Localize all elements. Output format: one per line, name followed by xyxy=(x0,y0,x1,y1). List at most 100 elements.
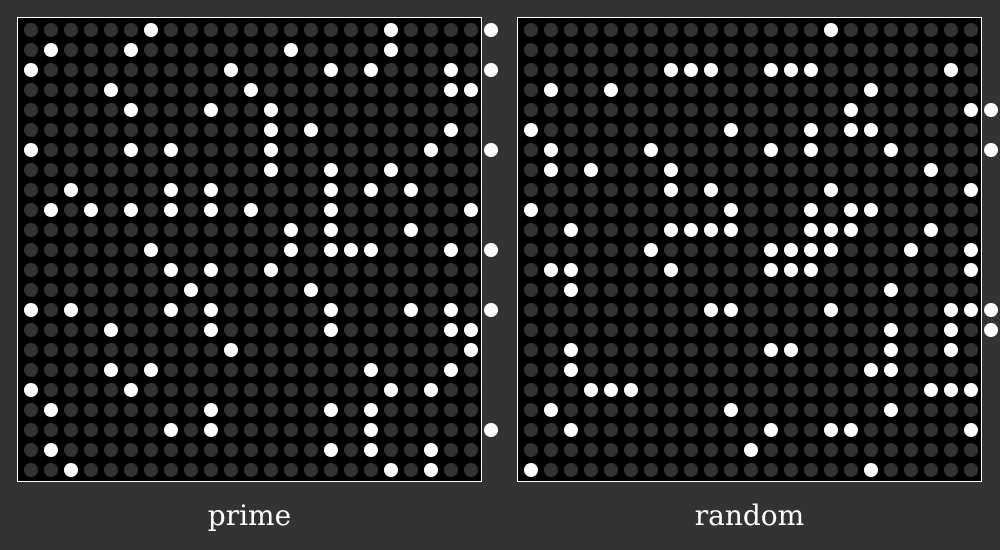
dot-on xyxy=(24,303,38,317)
dot-on xyxy=(364,183,378,197)
dot-off xyxy=(604,323,618,337)
dot-off xyxy=(944,223,958,237)
dot-off xyxy=(704,323,718,337)
dot-on xyxy=(24,143,38,157)
dot-off xyxy=(184,163,198,177)
dot-on xyxy=(684,63,698,77)
dot-off xyxy=(904,123,918,137)
dot-off xyxy=(144,183,158,197)
dot-off xyxy=(24,323,38,337)
dot-off xyxy=(864,43,878,57)
dot-off xyxy=(364,23,378,37)
dot-off xyxy=(604,423,618,437)
dot-off xyxy=(324,383,338,397)
dot-on xyxy=(524,123,538,137)
dot-off xyxy=(204,63,218,77)
dot-off xyxy=(604,143,618,157)
dot-off xyxy=(944,363,958,377)
dot-off xyxy=(424,223,438,237)
dot-off xyxy=(24,403,38,417)
dot-off xyxy=(424,283,438,297)
dot-on xyxy=(804,203,818,217)
dot-off xyxy=(924,283,938,297)
dot-on xyxy=(864,463,878,477)
dot-off xyxy=(904,183,918,197)
dot-off xyxy=(44,123,58,137)
dot-off xyxy=(424,123,438,137)
dot-off xyxy=(344,143,358,157)
dot-off xyxy=(464,163,478,177)
dot-on xyxy=(964,243,978,257)
dot-off xyxy=(764,163,778,177)
dot-on xyxy=(304,283,318,297)
dot-on xyxy=(544,263,558,277)
dot-off xyxy=(124,463,138,477)
dot-off xyxy=(464,363,478,377)
dot-off xyxy=(184,383,198,397)
dot-on xyxy=(764,343,778,357)
dot-off xyxy=(624,223,638,237)
dot-off xyxy=(324,123,338,137)
dot-off xyxy=(464,143,478,157)
dot-off xyxy=(104,343,118,357)
dot-off xyxy=(304,443,318,457)
dot-off xyxy=(684,303,698,317)
dot-off xyxy=(564,403,578,417)
dot-off xyxy=(84,63,98,77)
dot-off xyxy=(784,423,798,437)
dot-off xyxy=(344,163,358,177)
dot-off xyxy=(384,63,398,77)
dot-off xyxy=(184,103,198,117)
dot-off xyxy=(804,323,818,337)
dot-off xyxy=(364,143,378,157)
dot-on xyxy=(244,83,258,97)
dot-off xyxy=(704,383,718,397)
dot-on xyxy=(784,63,798,77)
dot-off xyxy=(564,43,578,57)
dot-off xyxy=(304,343,318,357)
dot-off xyxy=(464,63,478,77)
dot-off xyxy=(324,363,338,377)
dot-on xyxy=(204,103,218,117)
dot-off xyxy=(264,423,278,437)
dot-off xyxy=(844,23,858,37)
dot-off xyxy=(24,43,38,57)
dot-off xyxy=(264,43,278,57)
dot-off xyxy=(284,283,298,297)
dot-off xyxy=(804,103,818,117)
dot-off xyxy=(624,283,638,297)
dot-off xyxy=(124,183,138,197)
dot-off xyxy=(764,123,778,137)
dot-off xyxy=(664,123,678,137)
dot-off xyxy=(84,23,98,37)
dot-off xyxy=(24,463,38,477)
dot-off xyxy=(204,283,218,297)
dot-off xyxy=(744,123,758,137)
dot-on xyxy=(844,223,858,237)
dot-on xyxy=(404,183,418,197)
dot-on xyxy=(424,463,438,477)
dot-off xyxy=(224,463,238,477)
dot-on xyxy=(824,423,838,437)
dot-off xyxy=(264,343,278,357)
dot-off xyxy=(604,123,618,137)
dot-off xyxy=(304,203,318,217)
dot-off xyxy=(64,343,78,357)
dot-off xyxy=(384,403,398,417)
dot-off xyxy=(624,123,638,137)
dot-off xyxy=(144,463,158,477)
dot-on xyxy=(784,243,798,257)
dot-on xyxy=(744,443,758,457)
dot-on xyxy=(444,123,458,137)
dot-on xyxy=(704,223,718,237)
dot-off xyxy=(104,303,118,317)
dot-off xyxy=(764,203,778,217)
dot-off xyxy=(984,363,998,377)
dot-off xyxy=(904,43,918,57)
dot-off xyxy=(824,203,838,217)
dot-off xyxy=(144,123,158,137)
dot-off xyxy=(784,383,798,397)
dot-off xyxy=(884,103,898,117)
dot-off xyxy=(744,243,758,257)
dot-off xyxy=(64,83,78,97)
